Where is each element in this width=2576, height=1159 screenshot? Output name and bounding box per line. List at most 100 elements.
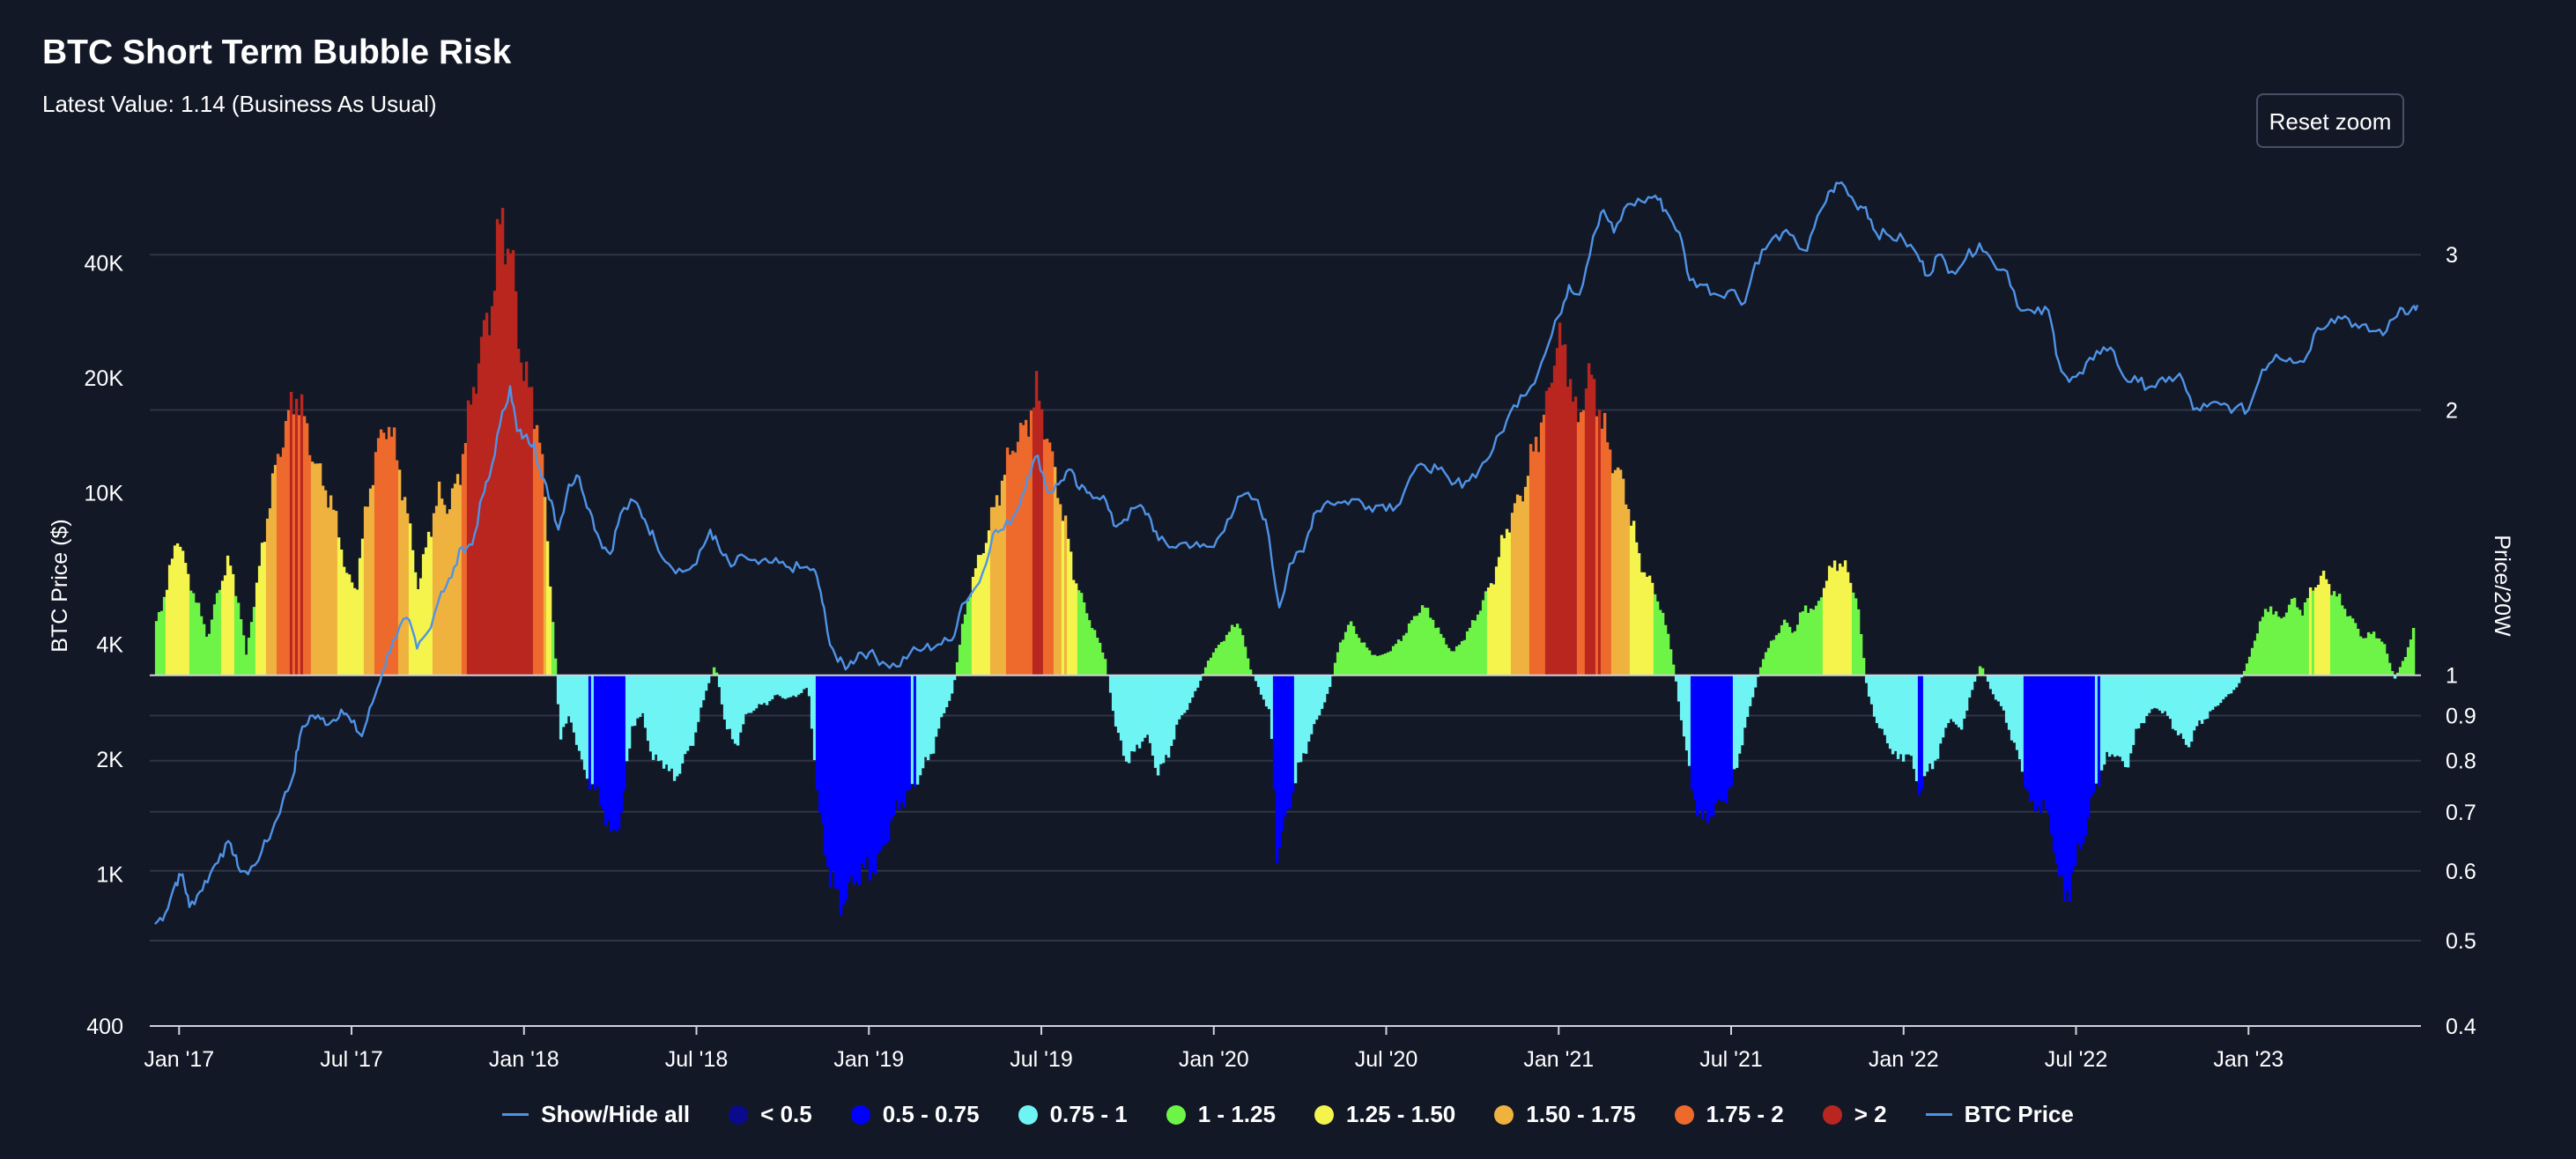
ratio-bar bbox=[1214, 647, 1218, 675]
ratio-bar bbox=[1970, 675, 1974, 690]
ratio-bar bbox=[1016, 441, 1020, 675]
ratio-bar bbox=[432, 513, 436, 675]
ratio-bar bbox=[1013, 452, 1018, 675]
legend-item[interactable]: 1.25 - 1.50 bbox=[1314, 1101, 1455, 1128]
ratio-bar bbox=[334, 511, 338, 675]
ratio-bar bbox=[1267, 675, 1271, 710]
ratio-bar bbox=[2163, 675, 2167, 712]
ratio-bar bbox=[633, 675, 637, 727]
legend-item[interactable]: 0.75 - 1 bbox=[1018, 1101, 1128, 1128]
ratio-bar bbox=[577, 675, 581, 751]
ratio-bar bbox=[1830, 567, 1834, 675]
ratio-bar bbox=[1809, 609, 1813, 675]
ratio-bar bbox=[2210, 675, 2215, 710]
ratio-bar bbox=[450, 488, 455, 675]
ratio-bar bbox=[675, 675, 679, 777]
ratio-bar bbox=[1185, 675, 1189, 711]
ratio-bar bbox=[1489, 583, 1493, 675]
ratio-bar bbox=[1674, 675, 1678, 682]
ratio-bar bbox=[1679, 675, 1684, 720]
ratio-bar bbox=[1410, 620, 1414, 675]
ratio-bar bbox=[561, 675, 566, 727]
ratio-bar bbox=[738, 675, 743, 733]
ratio-bar bbox=[744, 675, 748, 714]
legend-item[interactable]: Show/Hide all bbox=[502, 1101, 690, 1128]
ratio-bar bbox=[1531, 451, 1536, 675]
ratio-bar bbox=[2136, 675, 2141, 729]
ratio-bar bbox=[543, 497, 547, 675]
legend-item[interactable]: 1 - 1.25 bbox=[1166, 1101, 1276, 1128]
legend-item[interactable]: 1.75 - 2 bbox=[1674, 1101, 1784, 1128]
reset-zoom-button[interactable]: Reset zoom bbox=[2256, 93, 2404, 148]
ratio-bar bbox=[2147, 675, 2151, 713]
ratio-bar bbox=[1872, 675, 1876, 717]
legend-item[interactable]: > 2 bbox=[1822, 1101, 1887, 1128]
legend-item[interactable]: < 0.5 bbox=[729, 1101, 812, 1128]
ratio-bar bbox=[1269, 675, 1274, 739]
ratio-bar bbox=[257, 565, 262, 675]
ratio-bar bbox=[1420, 605, 1425, 675]
ratio-bar bbox=[1293, 675, 1298, 784]
ratio-bar bbox=[1711, 675, 1715, 817]
ratio-bar bbox=[839, 675, 843, 915]
bubble-risk-chart[interactable]: Jan '17 Jul '17 Jan '18 Jul '18 Jan '19 Jul '… bbox=[0, 0, 2576, 1101]
x-tick-label: Jul '21 bbox=[1699, 1047, 1762, 1072]
ratio-bar bbox=[622, 675, 626, 791]
ratio-bar bbox=[564, 675, 568, 724]
ratio-bar bbox=[1066, 538, 1070, 675]
ratio-bar bbox=[1814, 605, 1818, 675]
ratio-bar bbox=[1618, 469, 1623, 675]
legend-item[interactable]: BTC Price bbox=[1925, 1101, 2074, 1128]
ratio-bar bbox=[1576, 422, 1580, 675]
ratio-bar bbox=[307, 454, 312, 675]
btc-price-line[interactable] bbox=[154, 181, 2419, 926]
legend-item[interactable]: 1.50 - 1.75 bbox=[1494, 1101, 1636, 1128]
ratio-bar bbox=[1457, 645, 1462, 675]
ratio-bar bbox=[511, 249, 515, 675]
ratio-bar bbox=[1822, 587, 1826, 675]
ratio-bar bbox=[804, 675, 809, 689]
ratio-bar bbox=[503, 264, 507, 675]
ratio-bar bbox=[635, 675, 640, 719]
ratio-bar bbox=[2110, 675, 2114, 755]
ratio-bar bbox=[1132, 675, 1136, 752]
ratio-bar bbox=[463, 443, 468, 675]
ratio-bar bbox=[1370, 654, 1374, 675]
ratio-bar bbox=[1700, 675, 1705, 820]
ratio-bar bbox=[2047, 675, 2051, 815]
ratio-bar bbox=[1912, 675, 1916, 770]
ratio-bar bbox=[1476, 614, 1480, 675]
ratio-bar bbox=[1412, 616, 1417, 675]
ratio-bar bbox=[2395, 672, 2400, 675]
ratio-bar bbox=[220, 580, 225, 675]
ratio-bar bbox=[519, 362, 523, 675]
ratio-bar bbox=[1077, 590, 1081, 675]
ratio-bar bbox=[218, 589, 222, 675]
ratio-bar bbox=[506, 248, 510, 675]
ratio-bar bbox=[1032, 407, 1036, 675]
ratio-bar bbox=[1848, 582, 1853, 675]
ratio-bar bbox=[2086, 675, 2091, 818]
ratio-bar bbox=[606, 675, 611, 821]
ratio-bar bbox=[1494, 566, 1499, 675]
ratio-bar bbox=[170, 558, 174, 675]
left-tick-label: 20K bbox=[85, 366, 124, 391]
ratio-bar bbox=[1140, 675, 1144, 742]
ratio-bar bbox=[445, 513, 449, 675]
ratio-bar bbox=[894, 675, 899, 801]
ratio-bar bbox=[2295, 607, 2299, 675]
ratio-bar bbox=[1539, 422, 1543, 675]
x-tick-label: Jan '19 bbox=[833, 1047, 904, 1072]
ratio-bar bbox=[2242, 670, 2247, 675]
ratio-bar bbox=[892, 675, 896, 816]
ratio-bar bbox=[226, 555, 230, 675]
axes: Jan '17 Jul '17 Jan '18 Jul '18 Jan '19 Jul '… bbox=[48, 243, 2514, 1072]
legend-line-symbol bbox=[1925, 1113, 1952, 1116]
ratio-bar bbox=[2335, 596, 2339, 675]
ratio-bar bbox=[1037, 401, 1041, 675]
ratio-bar bbox=[815, 675, 819, 791]
ratio-bar bbox=[2401, 661, 2405, 675]
legend-item[interactable]: 0.5 - 0.75 bbox=[850, 1101, 980, 1128]
ratio-bar bbox=[929, 675, 933, 755]
ratio-bar bbox=[2062, 675, 2067, 902]
